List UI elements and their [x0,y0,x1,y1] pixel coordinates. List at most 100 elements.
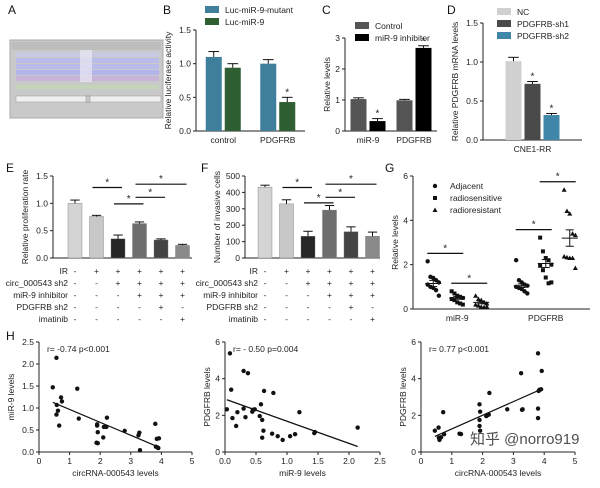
condition-label: circ_000543 sh2 [6,278,69,288]
significance-star: * [422,36,426,47]
condition-sign: - [285,278,288,288]
bar [300,235,316,259]
bar [110,238,126,259]
panel-label-a: A [8,3,16,17]
data-point [101,435,106,440]
bar [153,239,169,259]
data-point [458,301,463,306]
condition-sign: - [328,302,331,312]
data-point [156,436,162,441]
data-point [260,417,265,423]
condition-sign: - [95,302,98,312]
condition-sign: - [264,302,267,312]
condition-sign: + [349,266,354,276]
significance-star: * [550,103,554,114]
y-axis-label: PDGFRB levels [398,367,408,427]
data-point [76,416,81,421]
condition-label: miR-9 inhibitor [13,290,68,300]
data-point [518,370,524,376]
condition-sign: + [116,266,121,276]
condition-sign: + [180,266,185,276]
data-point [455,293,460,298]
condition-sign: - [95,314,98,324]
condition-sign: - [74,314,77,324]
condition-sign: + [370,278,375,288]
data-point [487,390,492,396]
data-point [241,368,246,374]
y-tick-label: 3 [335,33,340,43]
bar [67,203,83,259]
x-tick-label: 2.0 [343,456,355,466]
y-axis-label: PDGFRB levels [202,367,212,427]
legend-label: miR-9 inhibitor [375,33,430,43]
data-point [570,231,576,236]
y-tick-label: 0.5 [466,96,478,106]
x-tick-label: 2.5 [374,456,386,466]
data-point [241,406,246,411]
data-point [95,441,100,446]
data-point [460,302,465,307]
bar [224,67,241,131]
x-tick-label: 2 [480,456,485,466]
condition-sign: + [370,314,375,324]
alignment-image [9,39,164,119]
condition-sign: - [181,302,184,312]
data-point [458,431,464,437]
data-point [261,388,267,394]
legend-label: radiosensitive [450,193,502,203]
data-point [520,407,525,412]
y-tick-label: 400 [226,187,240,197]
condition-sign: + [370,290,375,300]
condition-sign: - [264,278,267,288]
legend-label: NC [517,7,529,17]
condition-sign: + [159,290,164,300]
panel-label-c: C [322,3,331,17]
y-tick-label: 1 [335,95,340,105]
data-point [549,262,554,267]
x-tick-label: 5 [573,456,578,466]
data-point [229,387,234,392]
data-point [564,208,570,214]
y-tick-label: 1.5 [36,171,48,181]
data-point [535,351,541,356]
condition-sign: - [285,290,288,300]
condition-sign: - [264,290,267,300]
panel-label-b: B [163,3,171,17]
legend-swatch [355,22,369,29]
y-tick-label: 1.5 [466,18,478,28]
panel-label-e: E [6,161,14,175]
x-tick-label: miR-9 [357,135,380,145]
data-point [564,254,570,260]
x-tick-label: 4 [542,456,547,466]
condition-sign: + [306,266,311,276]
data-point [50,385,55,390]
significance-star: * [531,72,535,83]
significance-star: * [317,193,321,204]
data-point [477,402,482,407]
significance-star: * [295,177,299,188]
y-tick-label: 2 [411,410,416,420]
condition-sign: + [284,266,289,276]
data-point [257,413,262,419]
regression-line [52,401,158,447]
condition-sign: + [137,278,142,288]
x-tick-label: CNE1-RR [514,144,552,154]
panel-label-f: F [201,161,208,175]
y-axis-label: Relative levels [390,215,400,270]
chart-d: 0.0 0.5 1.0 1.5 Relative PDGFRB mRNA levels C… [450,7,582,154]
condition-sign: - [74,290,77,300]
legend-label: Luc-miR-9-mutant [225,5,294,15]
data-point [104,415,110,420]
data-point [449,297,454,302]
significance-star: * [532,220,536,231]
data-point [549,280,554,285]
x-tick-label: miR-9 [446,313,469,323]
condition-sign: - [138,302,141,312]
legend-label: PDGFRB-sh1 [517,19,569,29]
x-tick-label: 3 [128,456,133,466]
data-point [59,399,65,404]
data-point [224,407,230,412]
y-tick-label: 2 [335,64,340,74]
data-point [538,235,543,240]
chart-f: 0 100 200 300 400 500 Number of invasive cells… [196,171,380,324]
